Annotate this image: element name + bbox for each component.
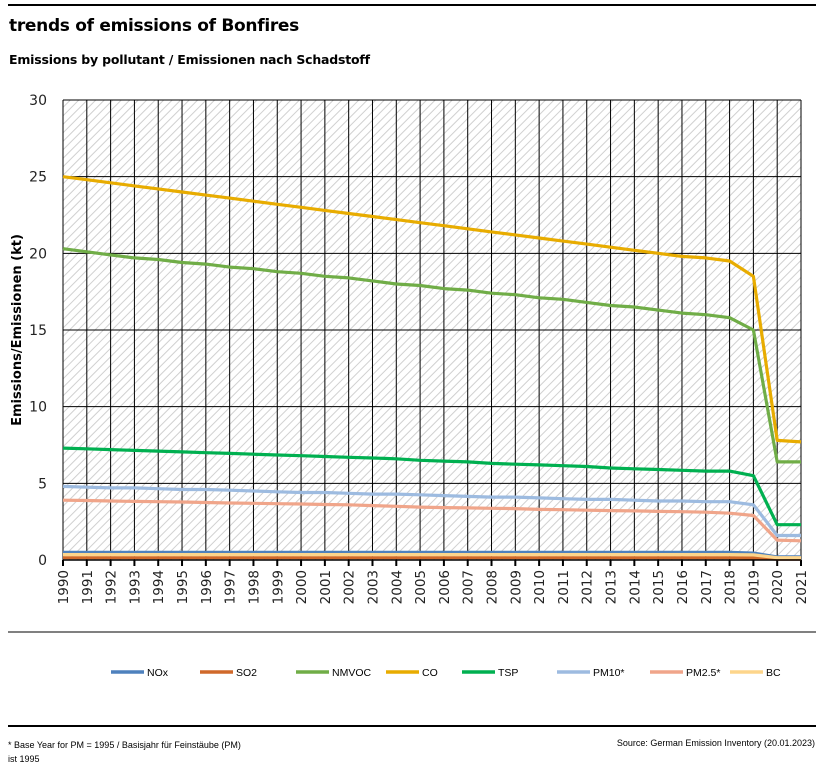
x-tick-label: 2016 bbox=[675, 570, 691, 604]
y-tick-label: 25 bbox=[29, 170, 47, 186]
series-line-nox bbox=[63, 550, 801, 559]
series-line-bc bbox=[63, 552, 801, 560]
series-line-so2 bbox=[63, 556, 801, 561]
footnote: * Base Year for PM = 1995 / Basisjahr fü… bbox=[8, 740, 241, 764]
legend-label: SO2 bbox=[236, 667, 257, 679]
legend-item: SO2 bbox=[200, 667, 257, 679]
x-tick-label: 2013 bbox=[604, 570, 620, 604]
chart-title: trends of emissions of Bonfires bbox=[9, 16, 299, 36]
x-tick-label: 2010 bbox=[532, 570, 548, 604]
series-line-tsp bbox=[62, 446, 801, 527]
x-tick-label: 2019 bbox=[746, 570, 762, 604]
x-tick-label: 2011 bbox=[556, 570, 572, 604]
x-tick-label: 2004 bbox=[389, 570, 405, 604]
series-line-pm10 bbox=[62, 484, 801, 538]
x-tick-label: 1996 bbox=[199, 570, 215, 604]
x-tick-label: 2012 bbox=[580, 570, 596, 604]
x-tick-label: 2015 bbox=[651, 570, 667, 604]
x-axis-ticks: 1990 1991 1992 1993 1994 1995 1996 1997 1998 1999… bbox=[56, 560, 810, 604]
x-tick-label: 2009 bbox=[508, 570, 524, 604]
legend-label: NMVOC bbox=[332, 667, 372, 679]
y-tick-label: 5 bbox=[38, 476, 47, 492]
x-tick-label: 2001 bbox=[318, 570, 334, 604]
y-tick-label: 10 bbox=[29, 400, 47, 416]
legend: NOx SO2 NMVOC CO TSP PM10* PM2.5* BC bbox=[111, 667, 781, 679]
legend-item: CO bbox=[386, 667, 438, 679]
x-tick-label: 2008 bbox=[485, 570, 501, 604]
source-note: Source: German Emission Inventory (20.01… bbox=[616, 738, 815, 748]
x-tick-label: 2020 bbox=[770, 570, 786, 604]
legend-item: PM10* bbox=[557, 667, 625, 679]
series-lines bbox=[62, 175, 802, 561]
x-tick-label: 1991 bbox=[80, 570, 96, 604]
x-tick-label: 2000 bbox=[294, 570, 310, 604]
legend-item: NOx bbox=[111, 667, 169, 679]
legend-label: BC bbox=[766, 667, 781, 679]
legend-label: TSP bbox=[498, 667, 518, 679]
x-tick-label: 1992 bbox=[104, 570, 120, 604]
x-tick-label: 1993 bbox=[127, 570, 143, 604]
y-tick-label: 0 bbox=[38, 553, 47, 569]
x-tick-label: 1998 bbox=[246, 570, 262, 604]
x-tick-label: 2007 bbox=[461, 570, 477, 604]
y-axis-ticks: 0 5 10 15 20 25 30 bbox=[29, 93, 47, 569]
series-line-pm25 bbox=[62, 498, 802, 543]
x-tick-label: 2002 bbox=[342, 570, 358, 604]
x-tick-label: 2014 bbox=[627, 570, 643, 604]
y-axis-label: Emissions/Emissionen (kt) bbox=[10, 234, 25, 426]
legend-item: PM2.5* bbox=[650, 667, 720, 679]
y-tick-label: 30 bbox=[29, 93, 47, 109]
legend-item: NMVOC bbox=[296, 667, 372, 679]
x-tick-label: 1997 bbox=[223, 570, 239, 604]
y-tick-label: 15 bbox=[29, 323, 47, 339]
legend-label: PM2.5* bbox=[686, 667, 720, 679]
x-tick-label: 2005 bbox=[413, 570, 429, 604]
legend-label: PM10* bbox=[593, 667, 625, 679]
x-tick-label: 2017 bbox=[699, 570, 715, 604]
top-rule bbox=[8, 4, 816, 6]
x-tick-label: 2021 bbox=[794, 570, 810, 604]
legend-item: TSP bbox=[462, 667, 518, 679]
x-tick-label: 2006 bbox=[437, 570, 453, 604]
legend-label: CO bbox=[422, 667, 438, 679]
x-tick-label: 2003 bbox=[365, 570, 381, 604]
series-line-nmvoc bbox=[62, 247, 801, 464]
x-tick-label: 2018 bbox=[723, 570, 739, 604]
y-tick-label: 20 bbox=[29, 246, 47, 262]
x-tick-label: 1995 bbox=[175, 570, 191, 604]
x-tick-label: 1999 bbox=[270, 570, 286, 604]
series-line-co bbox=[62, 175, 802, 444]
x-tick-label: 1994 bbox=[151, 570, 167, 604]
chart-subtitle: Emissions by pollutant / Emissionen nach… bbox=[9, 52, 370, 67]
legend-item: BC bbox=[730, 667, 781, 679]
x-tick-label: 1990 bbox=[56, 570, 72, 604]
legend-label: NOx bbox=[147, 667, 169, 679]
